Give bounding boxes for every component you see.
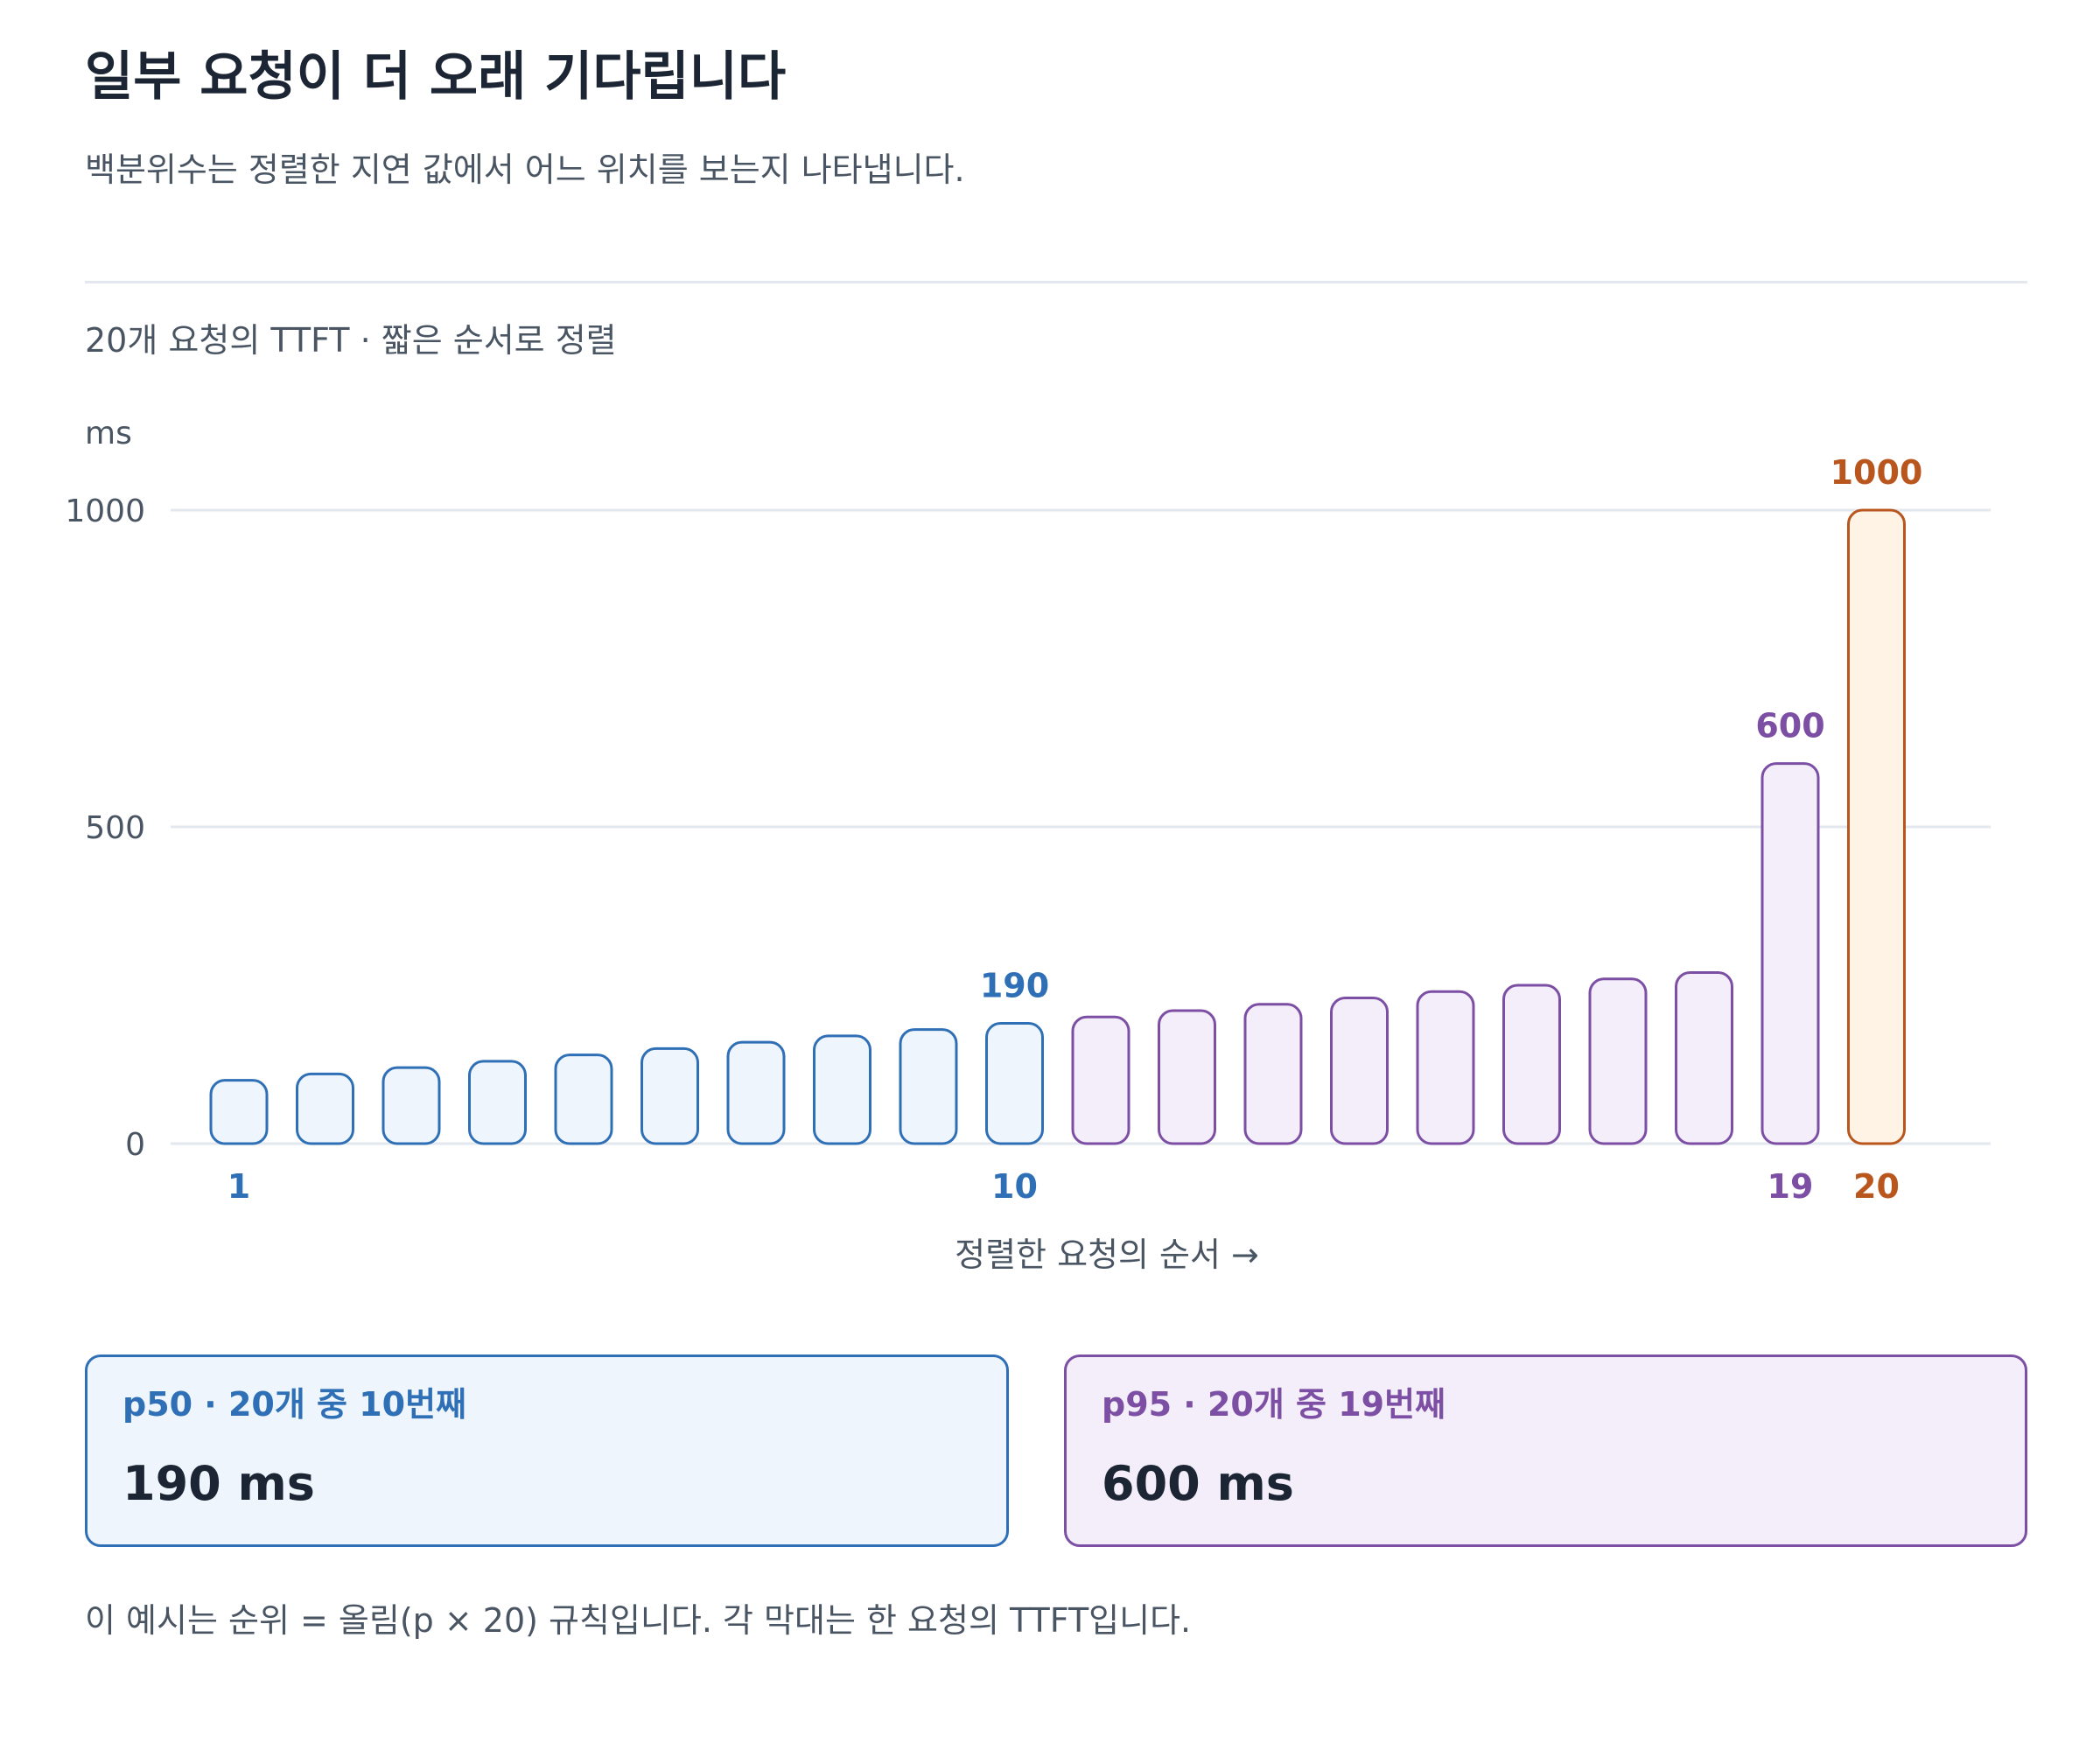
bar-rank-8: [813, 1034, 872, 1145]
bar-rank-15: [1416, 990, 1475, 1145]
bar-rank-9: [899, 1028, 958, 1145]
y-tick-label: 0: [125, 1127, 145, 1163]
chart-title: 20개 요청의 TTFT · 짧은 순서로 정렬: [85, 321, 617, 360]
x-tick-label-rank-19: 19: [1768, 1167, 1814, 1206]
bar-rank-18: [1675, 971, 1733, 1145]
bar-rank-4: [468, 1060, 527, 1145]
data-labels: 190 600 1000: [980, 453, 1923, 1004]
x-axis-ticks: 1 10 19 20: [228, 1167, 1900, 1206]
x-axis-label: 정렬한 요청의 순서 →: [955, 1236, 1259, 1274]
bar-rank-1: [209, 1079, 269, 1145]
data-label-rank-10: 190: [980, 966, 1049, 1004]
bar-rank-7: [726, 1040, 786, 1145]
x-tick-label-rank-10: 10: [991, 1167, 1038, 1206]
y-axis-ticks: 0 500 1000: [65, 494, 145, 1163]
data-label-rank-20: 1000: [1830, 453, 1923, 492]
bar-rank-3: [382, 1066, 441, 1145]
bar-rank-12: [1158, 1009, 1216, 1145]
bar-rank-14: [1330, 996, 1389, 1145]
footnote: 이 예시는 순위 = 올림(p × 20) 규칙입니다. 각 막대는 한 요청의…: [85, 1601, 1192, 1640]
x-tick-label-rank-1: 1: [228, 1167, 250, 1206]
bar-rank-2: [296, 1072, 354, 1145]
page-title: 일부 요청이 더 오래 기다립니다: [85, 46, 787, 108]
bar-rank-20: [1847, 508, 1906, 1145]
bar-rank-10: [985, 1021, 1044, 1145]
bar-rank-19: [1760, 762, 1820, 1145]
y-axis-unit-label: ms: [85, 416, 132, 452]
data-label-rank-19: 600: [1755, 707, 1824, 746]
bar-rank-16: [1502, 984, 1561, 1145]
page-subtitle: 백분위수는 정렬한 지연 값에서 어느 위치를 보는지 나타냅니다.: [85, 150, 965, 189]
y-tick-label: 500: [85, 810, 145, 846]
p50-card: p50 · 20개 중 10번째 190 ms: [85, 1354, 1009, 1547]
ttft-bar-chart: ms 0 500 1000 190 600 1000 1 10 19 20 정렬한 요청의 순…: [65, 416, 1991, 1274]
p95-card: p95 · 20개 중 19번째 600 ms: [1064, 1354, 2027, 1547]
p50-card-value: 190 ms: [122, 1456, 315, 1511]
bar-rank-11: [1071, 1015, 1130, 1145]
y-tick-label: 1000: [65, 494, 145, 529]
divider: [85, 281, 2027, 284]
p95-card-label: p95 · 20개 중 19번째: [1102, 1385, 1446, 1424]
x-tick-label-rank-20: 20: [1853, 1167, 1900, 1206]
bar-rank-13: [1243, 1003, 1303, 1145]
bar-rank-17: [1588, 977, 1648, 1145]
bars: [209, 508, 1906, 1145]
p50-card-label: p50 · 20개 중 10번째: [122, 1385, 467, 1424]
p95-card-value: 600 ms: [1102, 1456, 1294, 1511]
bar-rank-6: [640, 1046, 699, 1145]
bar-rank-5: [554, 1054, 613, 1145]
